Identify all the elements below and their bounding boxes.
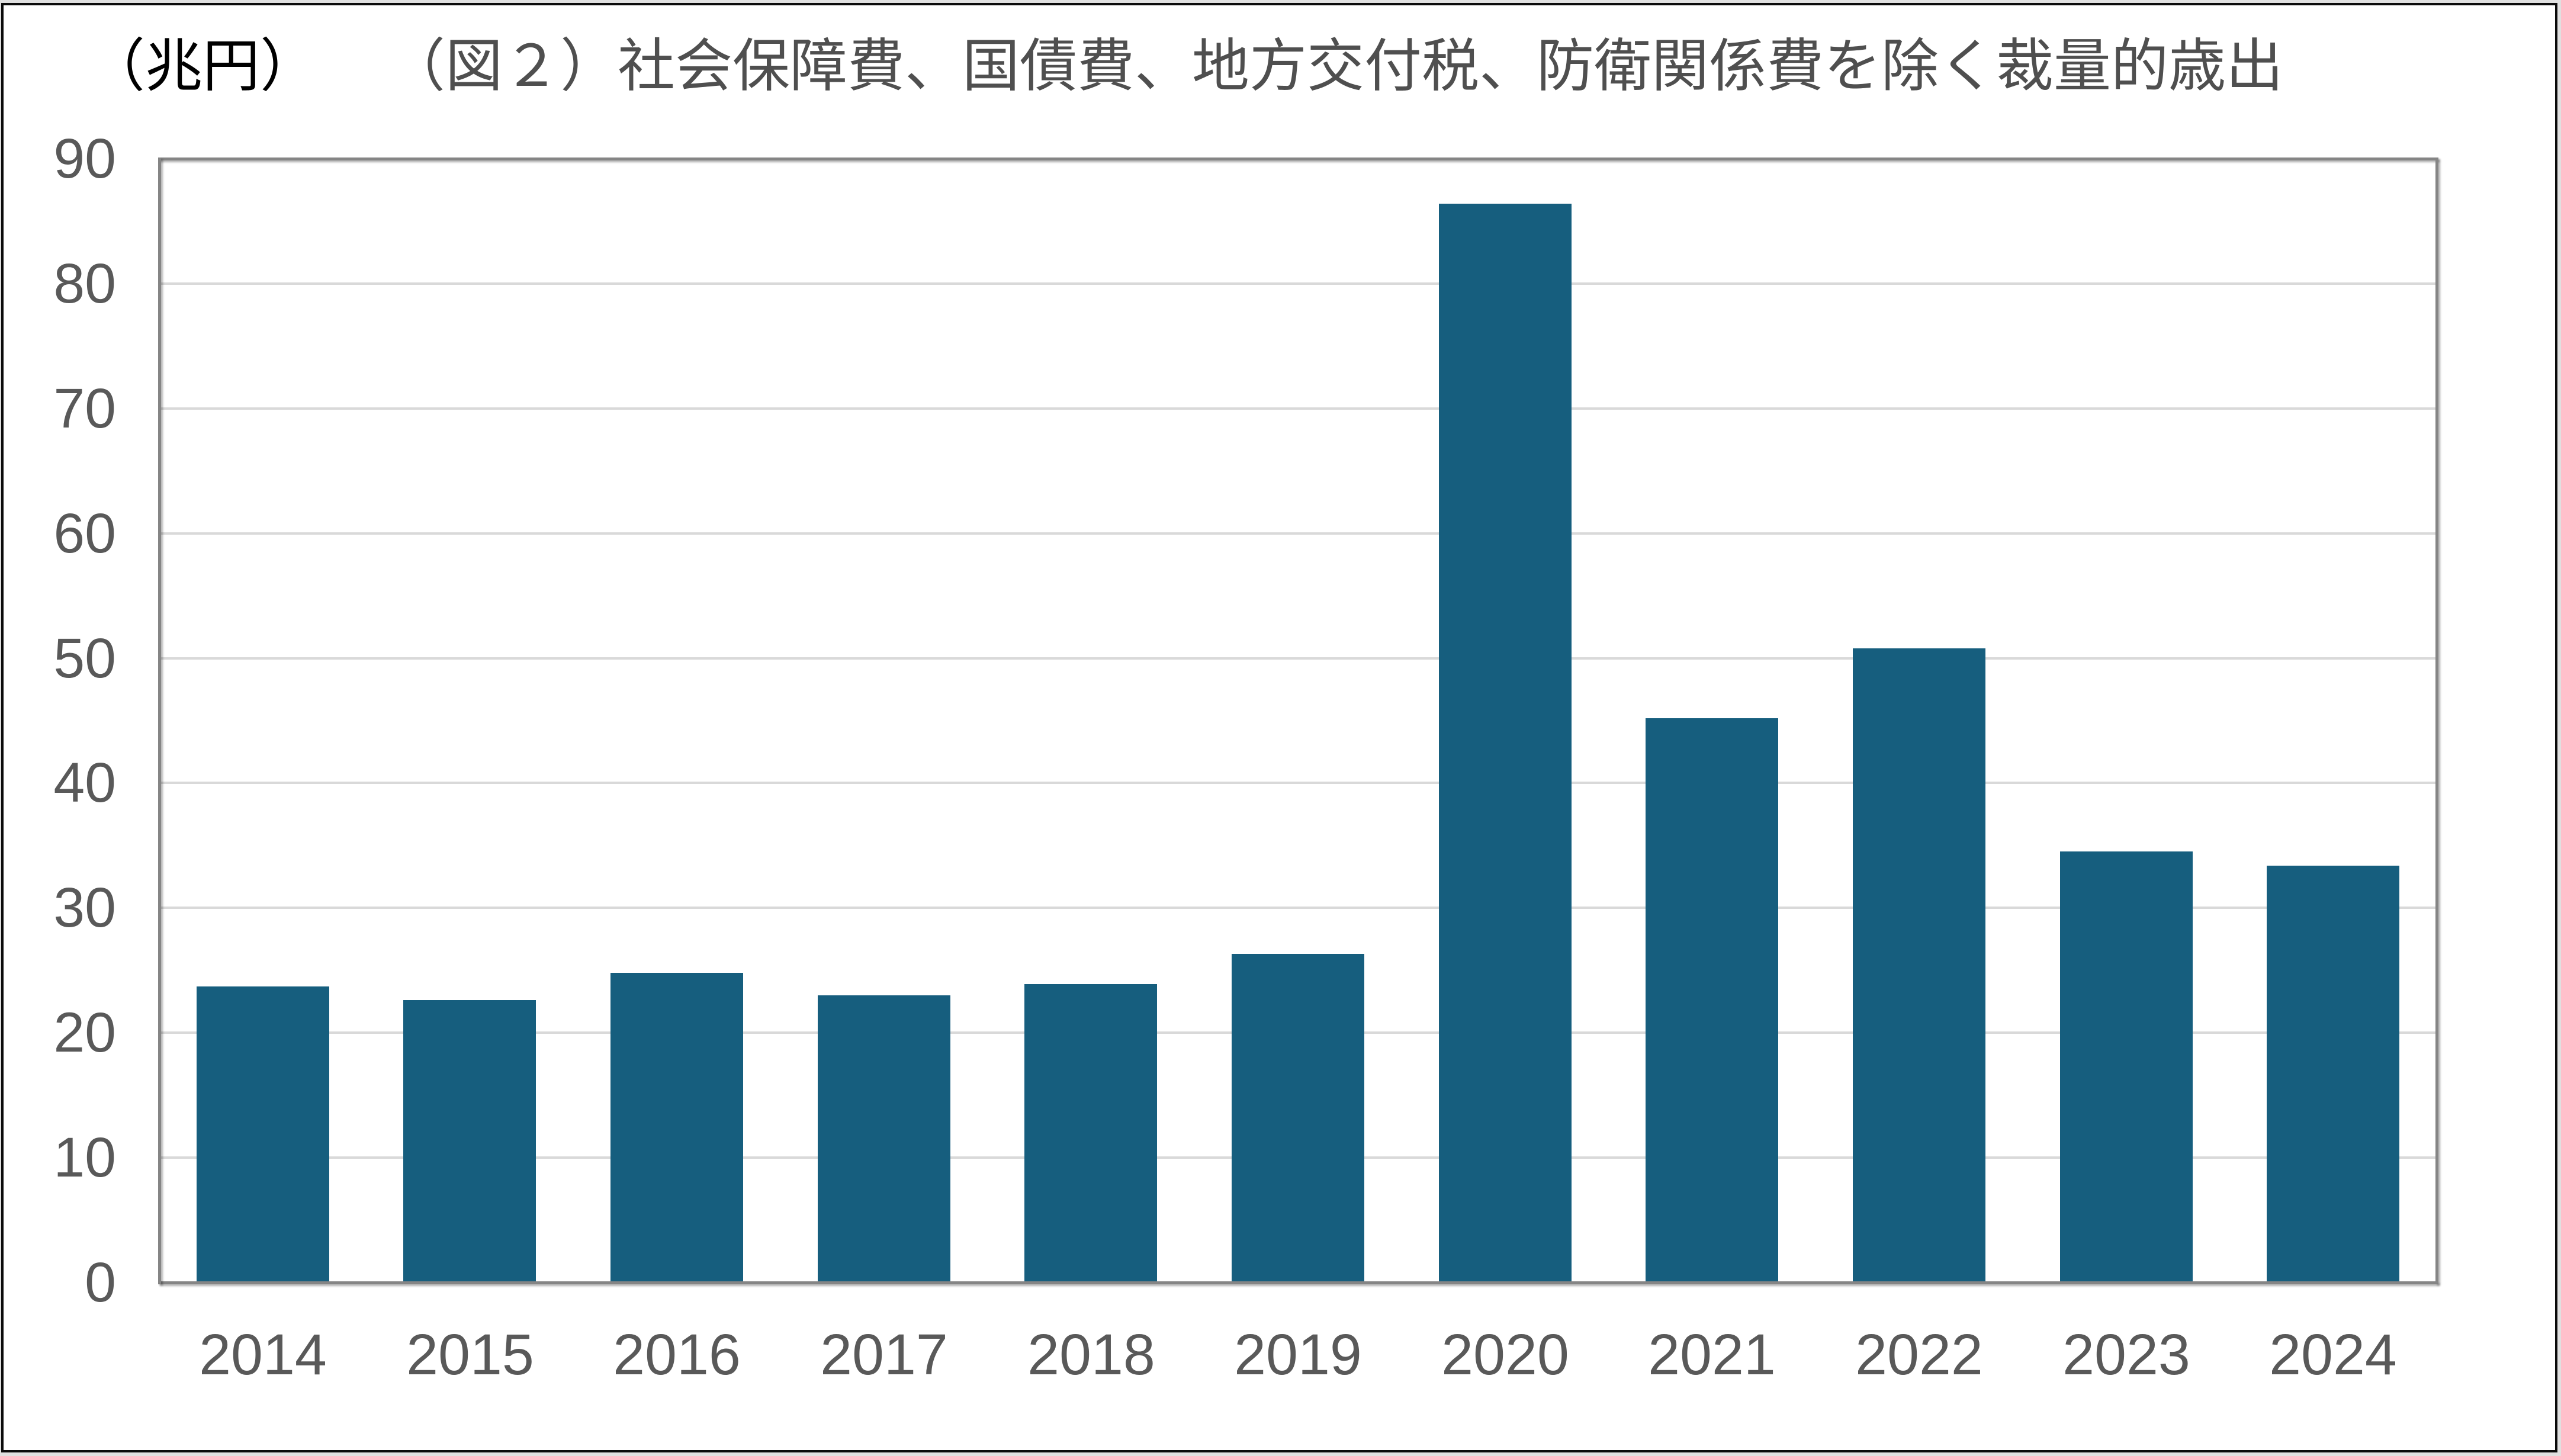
plot-border-top <box>158 158 2438 160</box>
x-tick-label-2019: 2019 <box>1234 1322 1362 1387</box>
gridline-80 <box>159 282 2437 285</box>
plot-area <box>158 158 2438 1284</box>
x-tick-label-2020: 2020 <box>1441 1322 1569 1387</box>
y-tick-label-20: 20 <box>53 1001 116 1064</box>
gridline-50 <box>159 657 2437 660</box>
x-tick-label-2018: 2018 <box>1027 1322 1155 1387</box>
y-axis-line <box>158 158 161 1284</box>
y-tick-label-10: 10 <box>53 1126 116 1189</box>
y-axis-unit-label: （兆円） <box>88 34 317 98</box>
x-tick-label-2014: 2014 <box>199 1322 327 1387</box>
bar-2018 <box>1024 984 1157 1283</box>
x-tick-label-2016: 2016 <box>613 1322 741 1387</box>
y-tick-label-0: 0 <box>85 1251 116 1314</box>
x-tick-label-2021: 2021 <box>1648 1322 1776 1387</box>
x-tick-label-2023: 2023 <box>2062 1322 2190 1387</box>
y-tick-label-70: 70 <box>53 377 116 440</box>
x-tick-label-2017: 2017 <box>820 1322 948 1387</box>
gridline-40 <box>159 782 2437 784</box>
y-tick-label-60: 60 <box>53 502 116 565</box>
bar-2016 <box>610 973 743 1283</box>
y-tick-label-30: 30 <box>53 876 116 939</box>
x-tick-label-2022: 2022 <box>1855 1322 1983 1387</box>
plot-border-right <box>2435 158 2438 1284</box>
y-tick-label-40: 40 <box>53 751 116 814</box>
bar-2022 <box>1853 648 1985 1283</box>
bar-2023 <box>2060 851 2193 1283</box>
x-tick-label-2024: 2024 <box>2269 1322 2397 1387</box>
x-axis-line <box>158 1281 2438 1284</box>
y-tick-label-90: 90 <box>53 127 116 190</box>
bar-2019 <box>1232 954 1364 1283</box>
bar-2020 <box>1439 204 1572 1283</box>
gridline-30 <box>159 907 2437 909</box>
bar-2015 <box>403 1000 536 1283</box>
x-tick-label-2015: 2015 <box>406 1322 534 1387</box>
gridline-60 <box>159 532 2437 535</box>
bar-2017 <box>818 995 950 1283</box>
y-tick-label-50: 50 <box>53 627 116 690</box>
chart-title: （図２）社会保障費、国債費、地方交付税、防衛関係費を除く裁量的歳出 <box>388 34 2283 98</box>
bar-2021 <box>1646 718 1778 1283</box>
bar-2014 <box>197 986 329 1283</box>
y-tick-label-80: 80 <box>53 252 116 315</box>
gridline-70 <box>159 407 2437 410</box>
bar-2024 <box>2267 866 2399 1283</box>
